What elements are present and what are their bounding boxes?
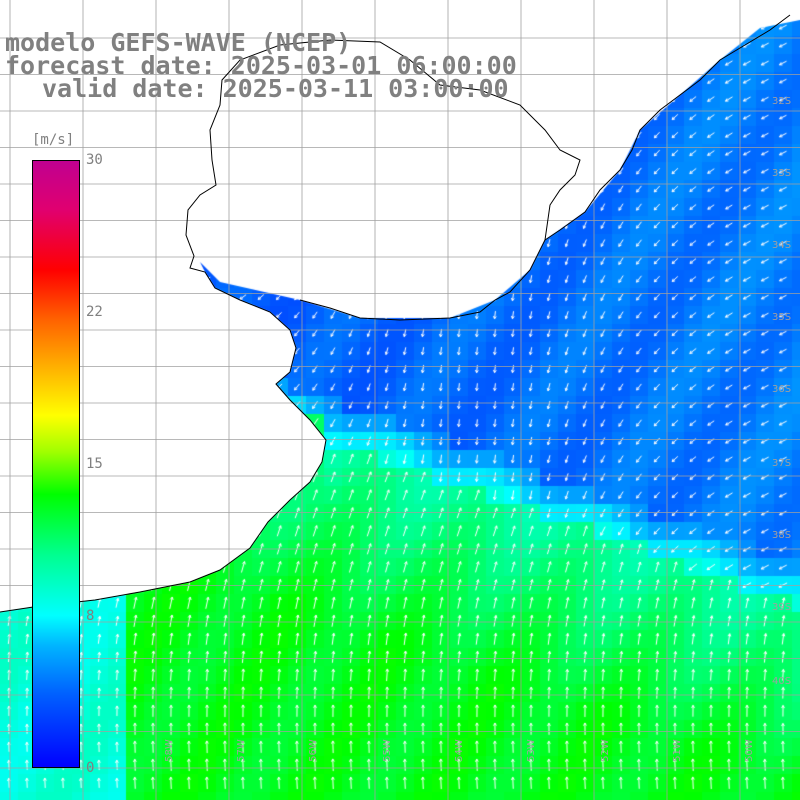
colorbar-gradient [32, 160, 80, 768]
lon-label: 56W [307, 739, 319, 762]
lat-label: 36S [772, 384, 792, 395]
lon-label: 52W [599, 739, 611, 762]
colorbar-tick-0: 0 [86, 760, 95, 776]
lat-label: 33S [772, 168, 792, 179]
lat-label: 35S [772, 312, 792, 323]
colorbar-tick-8: 8 [86, 608, 95, 624]
lat-label: 39S [772, 602, 792, 613]
lat-label: 34S [772, 240, 792, 251]
colorbar-tick-30: 30 [86, 152, 103, 168]
lat-label: 38S [772, 530, 792, 541]
lat-label: 32S [772, 96, 792, 107]
title-model: modelo GEFS-WAVE (NCEP) [5, 28, 352, 57]
colorbar-tick-15: 15 [86, 456, 103, 472]
lon-label: 58W [163, 739, 175, 762]
lon-label: 53W [525, 739, 537, 762]
colorbar-tick-22: 22 [86, 304, 103, 320]
lon-label: 54W [453, 739, 465, 762]
lat-label: 40S [772, 676, 792, 687]
lat-label: 37S [772, 458, 792, 469]
lon-label: 50W [743, 739, 755, 762]
title-forecast-date: forecast date: 2025-03-01 06:00:00 [5, 51, 517, 80]
lon-label: 55W [381, 739, 393, 762]
title-valid-date: valid date: 2025-03-11 03:00:00 [42, 74, 509, 103]
colorbar: [m/s] 30 22 15 8 0 [0, 0, 120, 800]
coastline-east [544, 14, 791, 241]
lon-label: 57W [235, 739, 247, 762]
colorbar-unit: [m/s] [32, 132, 75, 148]
coastline [0, 39, 581, 613]
lon-label: 51W [671, 739, 683, 762]
